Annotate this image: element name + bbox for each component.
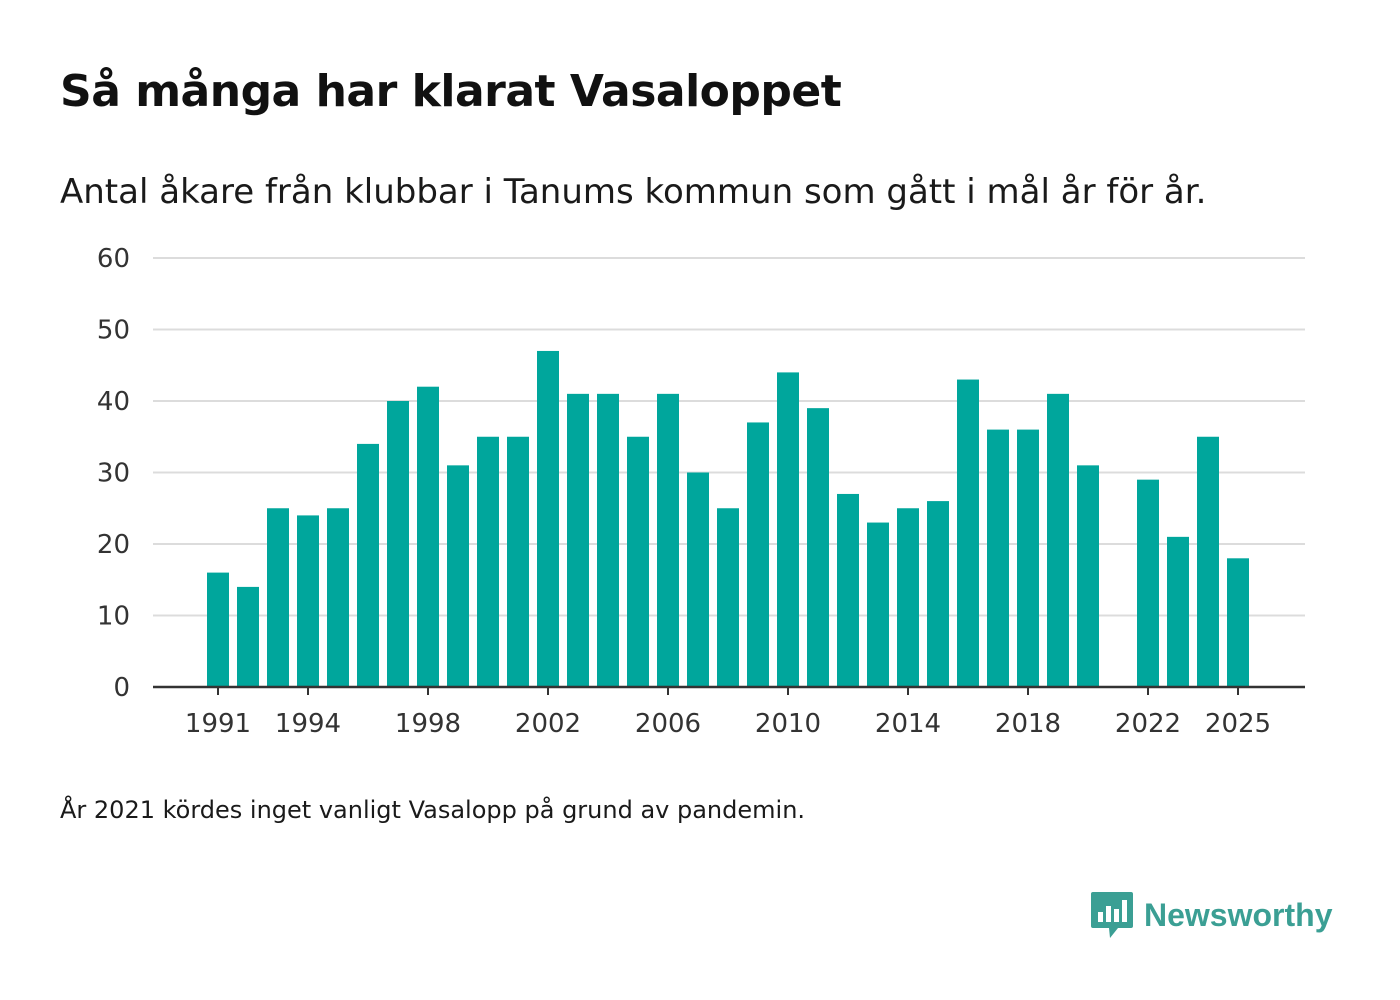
bar-2012 <box>837 493 859 687</box>
bar-2018 <box>1017 429 1039 687</box>
chart-subtitle: Antal åkare från klubbar i Tanums kommun… <box>60 172 1207 212</box>
x-tick-label: 2022 <box>1115 709 1181 739</box>
x-axis <box>153 685 1305 695</box>
y-tick-label: 60 <box>97 244 130 274</box>
bar-2016 <box>957 379 979 687</box>
bar-chart: 0 10 20 30 40 50 60 1991 1994 1998 2002 2006 2010 20… <box>97 244 1305 739</box>
bar-2013 <box>867 522 889 687</box>
brand-name: Newsworthy <box>1144 896 1333 933</box>
x-tick-label: 2006 <box>635 709 701 739</box>
y-tick-label: 10 <box>97 602 130 632</box>
bar-1997 <box>387 401 409 687</box>
bar-1993 <box>267 508 289 687</box>
bar-1999 <box>447 465 469 687</box>
x-axis-labels: 1991 1994 1998 2002 2006 2010 2014 2018 2022 2025 <box>185 709 1271 739</box>
bar-1995 <box>327 508 349 687</box>
bar-2010 <box>777 372 799 687</box>
bars <box>207 350 1249 687</box>
y-tick-label: 30 <box>97 459 130 489</box>
chart-title: Så många har klarat Vasaloppet <box>60 66 842 117</box>
bar-2006 <box>657 393 679 687</box>
bar-1998 <box>417 386 439 687</box>
bar-1994 <box>297 515 319 687</box>
x-tick-label: 2002 <box>515 709 581 739</box>
bar-2003 <box>567 393 589 687</box>
bar-2017 <box>987 429 1009 687</box>
y-tick-label: 40 <box>97 387 130 417</box>
y-tick-label: 0 <box>113 673 130 703</box>
bar-1991 <box>207 572 229 687</box>
bar-2023 <box>1167 536 1189 687</box>
bar-2009 <box>747 422 769 687</box>
y-axis-labels: 0 10 20 30 40 50 60 <box>97 244 130 703</box>
footnote: År 2021 kördes inget vanligt Vasalopp på… <box>60 796 806 824</box>
newsworthy-logo-icon <box>1091 892 1133 938</box>
bar-2015 <box>927 501 949 687</box>
brand-logo: Newsworthy <box>1090 890 1332 940</box>
bar-2001 <box>507 436 529 687</box>
x-tick-label: 1991 <box>185 709 251 739</box>
x-tick-label: 2010 <box>755 709 821 739</box>
bar-2000 <box>477 436 499 687</box>
bar-2005 <box>627 436 649 687</box>
x-tick-label: 2025 <box>1205 709 1271 739</box>
bar-2011 <box>807 408 829 687</box>
bar-2004 <box>597 393 619 687</box>
bar-2022 <box>1137 479 1159 687</box>
y-tick-label: 20 <box>97 530 130 560</box>
x-tick-label: 2018 <box>995 709 1061 739</box>
bar-2024 <box>1197 436 1219 687</box>
x-tick-label: 1998 <box>395 709 461 739</box>
x-tick-label: 2014 <box>875 709 941 739</box>
bar-2020 <box>1077 465 1099 687</box>
bar-2008 <box>717 508 739 687</box>
y-tick-label: 50 <box>97 316 130 346</box>
x-tick-label: 1994 <box>275 709 341 739</box>
bar-2002 <box>537 350 559 687</box>
bar-2007 <box>687 472 709 687</box>
bar-2025 <box>1227 558 1249 687</box>
bar-2014 <box>897 508 919 687</box>
bar-1992 <box>237 586 259 687</box>
bar-1996 <box>357 443 379 687</box>
bar-2019 <box>1047 393 1069 687</box>
